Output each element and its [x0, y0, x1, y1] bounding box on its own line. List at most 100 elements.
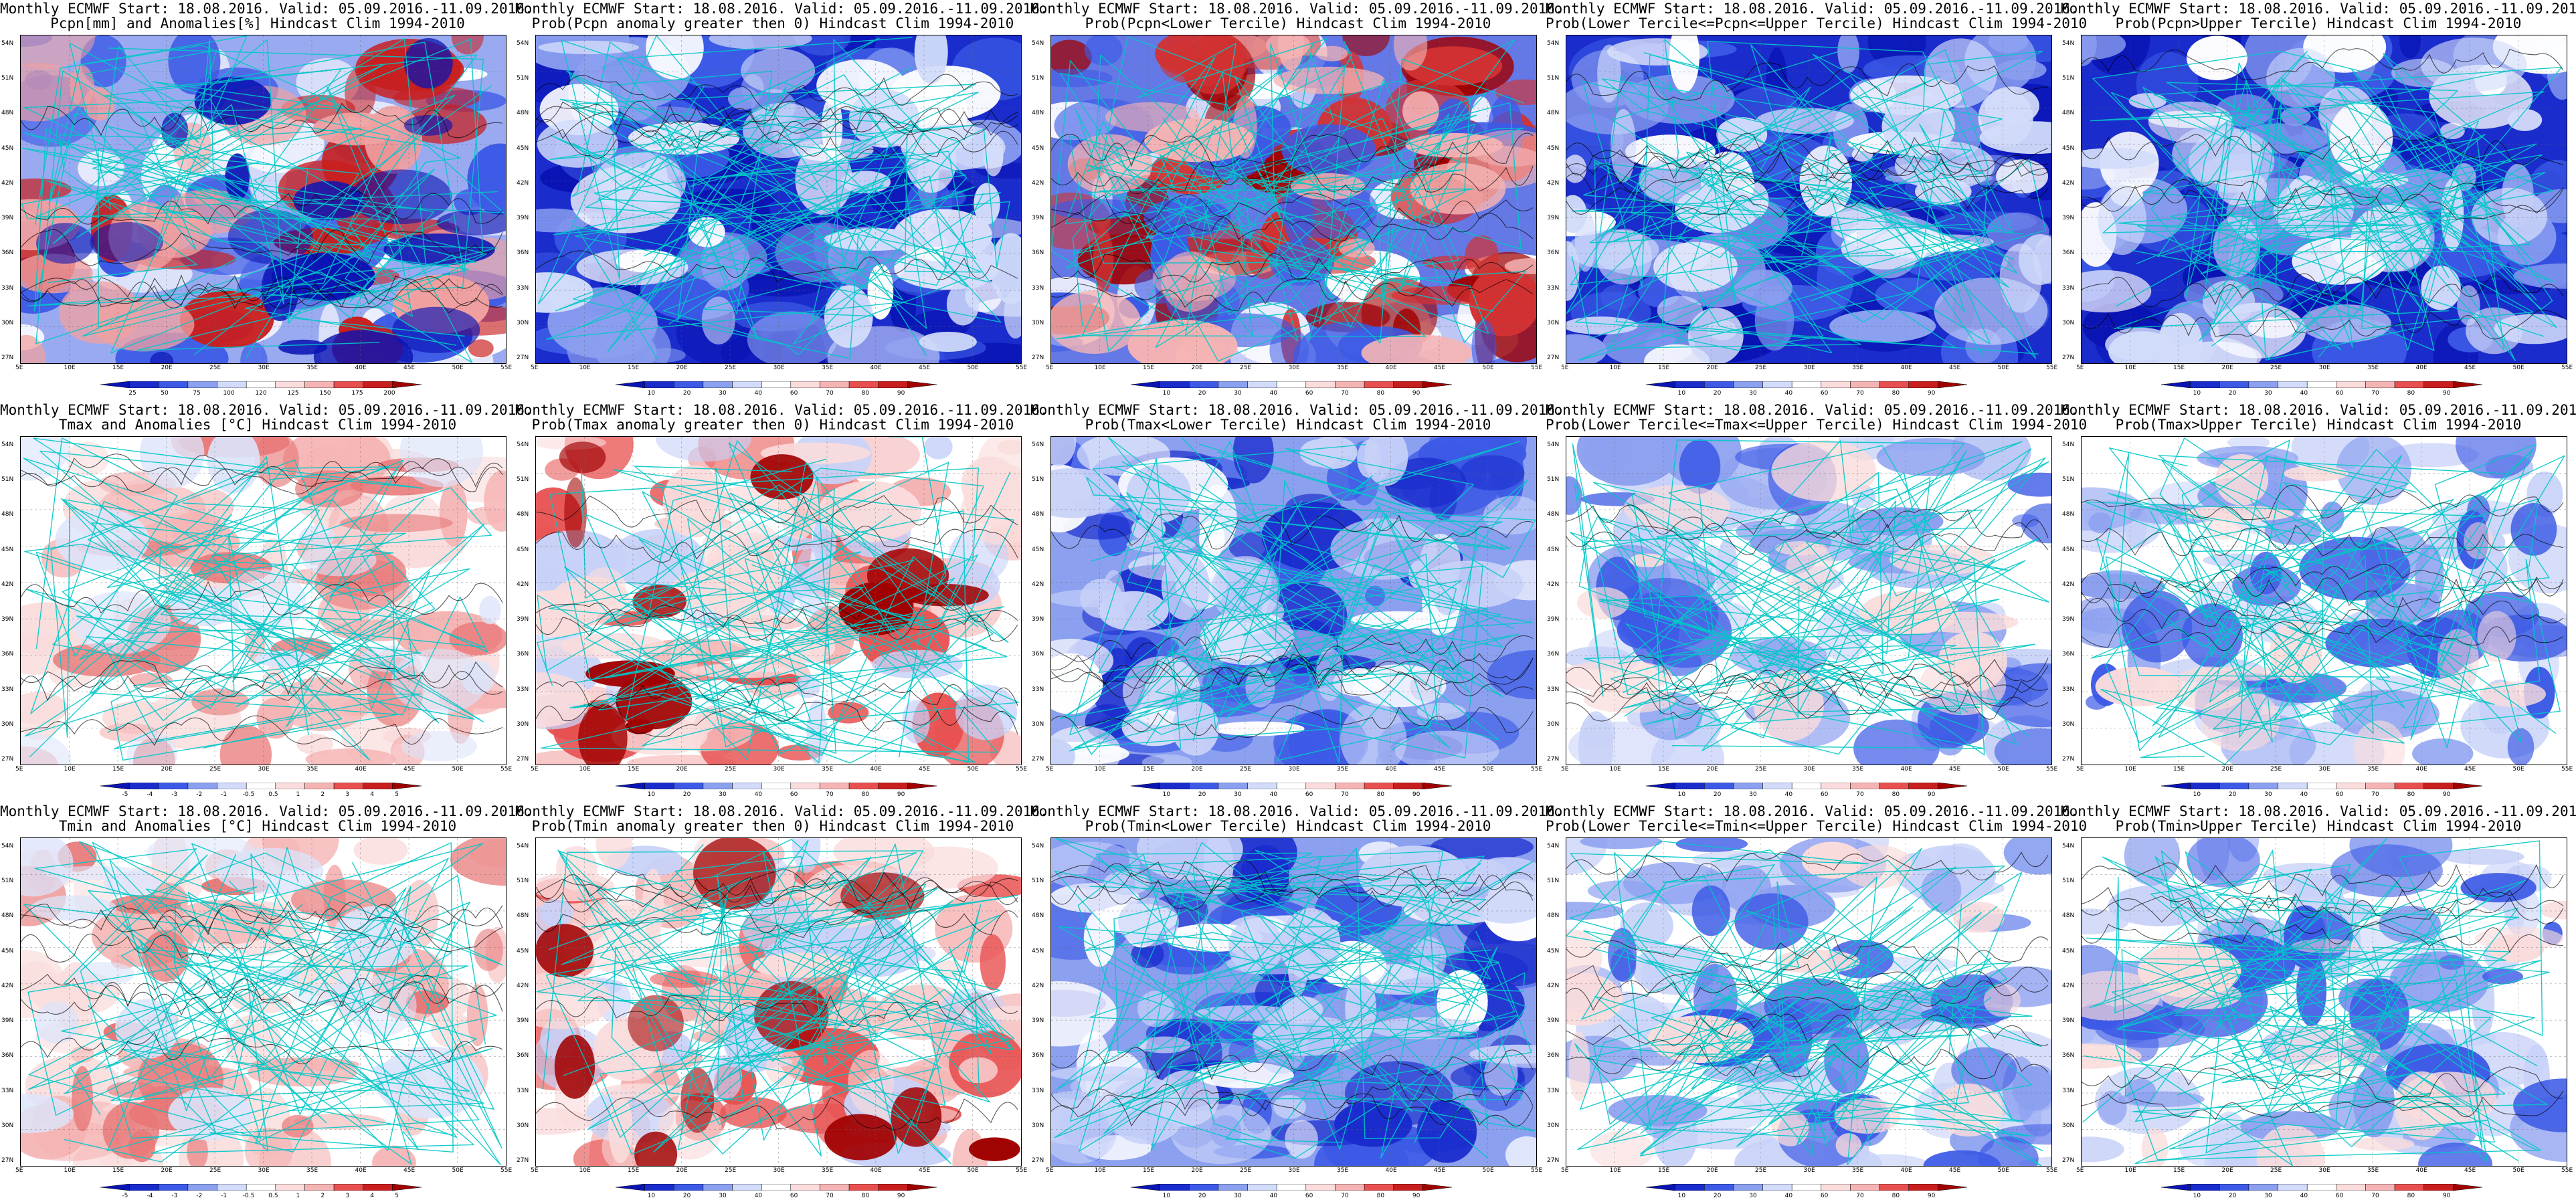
colorbar-label: 70: [826, 791, 834, 798]
longitude-tick: 50E: [1997, 766, 2009, 773]
colorbar-swatch: [790, 783, 820, 789]
colorbar-swatch: [644, 1184, 674, 1191]
colorbar-label: 10: [647, 1193, 656, 1199]
colorbar-swatch: [790, 381, 820, 388]
colorbar-label: 50: [161, 390, 169, 397]
map-panel-pcpn-middle: Monthly ECMWF Start: 18.08.2016. Valid: …: [1546, 0, 2087, 401]
latitude-tick: 51N: [1032, 476, 1044, 484]
colorbar-swatch: [1335, 1184, 1365, 1191]
latitude-tick: 42N: [517, 179, 529, 187]
longitude-tick: 30E: [2318, 365, 2330, 371]
latitude-tick: 27N: [1032, 756, 1044, 763]
longitude-tick: 25E: [1755, 766, 1767, 773]
longitude-tick: 30E: [1803, 365, 1815, 371]
map-plot: [536, 35, 1021, 363]
colorbar-swatch: [1364, 1184, 1394, 1191]
latitude-tick: 54N: [1032, 843, 1044, 849]
panel-climatology: Hindcast Clim 1994-2010: [810, 818, 1014, 834]
colorbar-label: 60: [1820, 791, 1829, 798]
colorbar-swatch: [1305, 381, 1336, 388]
map-panel-tmax-prob-pos: Monthly ECMWF Start: 18.08.2016. Valid: …: [515, 401, 1048, 803]
latitude-tick: 48N: [1032, 912, 1044, 920]
longitude-tick: 10E: [1094, 1167, 1106, 1174]
longitude-tick: 15E: [112, 365, 124, 371]
map-panel-tmax-anom: Monthly ECMWF Start: 18.08.2016. Valid: …: [0, 401, 533, 803]
panel-variable: Prob(Lower Tercile<=Pcpn<=Upper Tercile): [1546, 15, 1884, 31]
colorbar-swatch: [674, 1184, 704, 1191]
latitude-tick: 36N: [517, 249, 529, 257]
longitude-tick: 35E: [2367, 365, 2379, 371]
longitude-tick: 55E: [2561, 365, 2573, 371]
longitude-tick: 20E: [2221, 365, 2233, 371]
colorbar-swatch: [878, 381, 908, 388]
map-field: [1050, 837, 1537, 1167]
colorbar-label: 3: [345, 791, 350, 798]
longitude-tick: 35E: [1337, 766, 1349, 773]
latitude-tick: 30N: [1, 720, 14, 728]
longitude-tick: 15E: [2173, 1167, 2185, 1174]
map-field: [2081, 436, 2567, 765]
colorbar-label: 5: [395, 791, 399, 798]
colorbar-label: 60: [1305, 791, 1313, 798]
latitude-tick: 36N: [1547, 249, 1560, 257]
latitude-tick: 42N: [1547, 179, 1560, 187]
colorbar-label: 70: [1856, 791, 1864, 798]
colorbar-swatch: [644, 381, 674, 388]
longitude-tick: 45E: [403, 365, 416, 371]
map-plot: [1051, 35, 1536, 363]
colorbar-swatch: [1675, 1184, 1705, 1191]
colorbar-swatch: [1879, 783, 1909, 789]
longitude-tick: 30E: [1288, 365, 1300, 371]
colorbar-swatch: [1908, 381, 1938, 388]
longitude-tick: 35E: [822, 365, 834, 371]
colorbar-label: -1: [221, 1193, 227, 1199]
latitude-tick: 54N: [2062, 40, 2075, 47]
colorbar-swatch: [1189, 381, 1219, 388]
latitude-tick: 36N: [1032, 651, 1044, 658]
latitude-tick: 54N: [2062, 441, 2075, 448]
longitude-tick: 15E: [1143, 365, 1155, 371]
longitude-tick: 10E: [579, 365, 591, 371]
colorbar: [100, 381, 422, 388]
longitude-tick: 15E: [1143, 1167, 1155, 1174]
colorbar-swatch: [761, 783, 792, 789]
longitude-tick: 50E: [2512, 1167, 2524, 1174]
colorbar-label: 90: [897, 1193, 905, 1199]
colorbar-swatch: [1938, 783, 1967, 789]
latitude-tick: 39N: [1032, 1017, 1044, 1025]
latitude-tick: 42N: [517, 982, 529, 989]
latitude-tick: 30N: [517, 720, 529, 728]
latitude-tick: 48N: [1, 110, 14, 117]
colorbar-swatch: [1131, 381, 1160, 388]
latitude-tick: 51N: [1547, 878, 1560, 885]
longitude-tick: 20E: [676, 1167, 688, 1174]
colorbar-label: 70: [826, 390, 834, 397]
latitude-tick: 45N: [1547, 144, 1560, 152]
longitude-tick: 10E: [1609, 766, 1621, 773]
colorbar-label: -5: [122, 1193, 128, 1199]
longitude-tick: 25E: [209, 766, 221, 773]
longitude-tick: 15E: [628, 365, 640, 371]
colorbar-swatch: [878, 1184, 908, 1191]
latitude-tick: 39N: [1547, 215, 1560, 222]
colorbar-swatch: [2453, 783, 2482, 789]
latitude-tick: 39N: [1, 1017, 14, 1025]
longitude-tick: 10E: [1609, 365, 1621, 371]
colorbar-label: 30: [719, 791, 727, 798]
colorbar: [1131, 1184, 1452, 1191]
longitude-tick: 25E: [1755, 365, 1767, 371]
colorbar-swatch: [217, 783, 247, 789]
colorbar-label: 80: [1376, 791, 1385, 798]
latitude-tick: 27N: [1547, 1157, 1560, 1164]
colorbar-swatch: [2365, 381, 2395, 388]
latitude-tick: 51N: [1032, 75, 1044, 82]
colorbar-swatch: [1422, 1184, 1452, 1191]
longitude-tick: 50E: [967, 1167, 979, 1174]
map-plot: [21, 838, 506, 1166]
panel-title-line2: Prob(Pcpn>Upper Tercile) Hindcast Clim 1…: [2061, 16, 2576, 31]
longitude-tick: 55E: [500, 1167, 513, 1174]
longitude-tick: 40E: [355, 365, 367, 371]
latitude-tick: 27N: [1032, 355, 1044, 361]
colorbar-swatch: [2306, 783, 2337, 789]
map-panel-pcpn-anom: Monthly ECMWF Start: 18.08.2016. Valid: …: [0, 0, 533, 401]
